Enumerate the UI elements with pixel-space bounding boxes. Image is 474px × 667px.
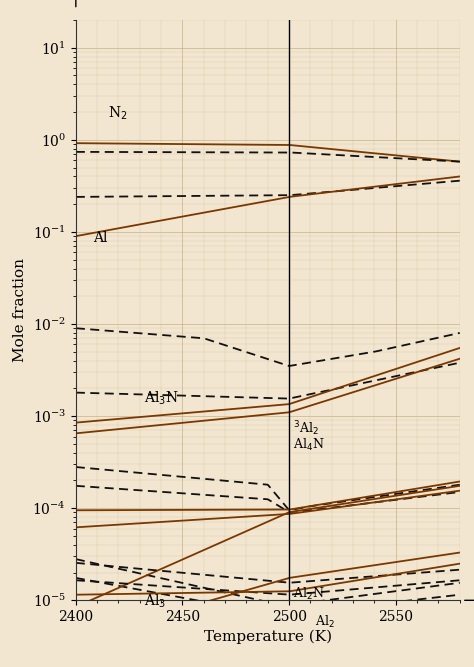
Text: Al$_3$N: Al$_3$N <box>144 390 179 407</box>
Text: Al$_2$: Al$_2$ <box>315 614 335 630</box>
Text: $^3$Al$_2$: $^3$Al$_2$ <box>293 419 319 438</box>
X-axis label: Temperature (K): Temperature (K) <box>204 630 332 644</box>
Text: Al$_3$: Al$_3$ <box>144 593 166 610</box>
Text: Al$_2$N: Al$_2$N <box>293 586 325 602</box>
Text: N$_2$: N$_2$ <box>108 105 128 122</box>
Text: Al$_4$N: Al$_4$N <box>293 436 325 453</box>
Y-axis label: Mole fraction: Mole fraction <box>13 258 27 362</box>
Text: Al: Al <box>93 231 108 245</box>
